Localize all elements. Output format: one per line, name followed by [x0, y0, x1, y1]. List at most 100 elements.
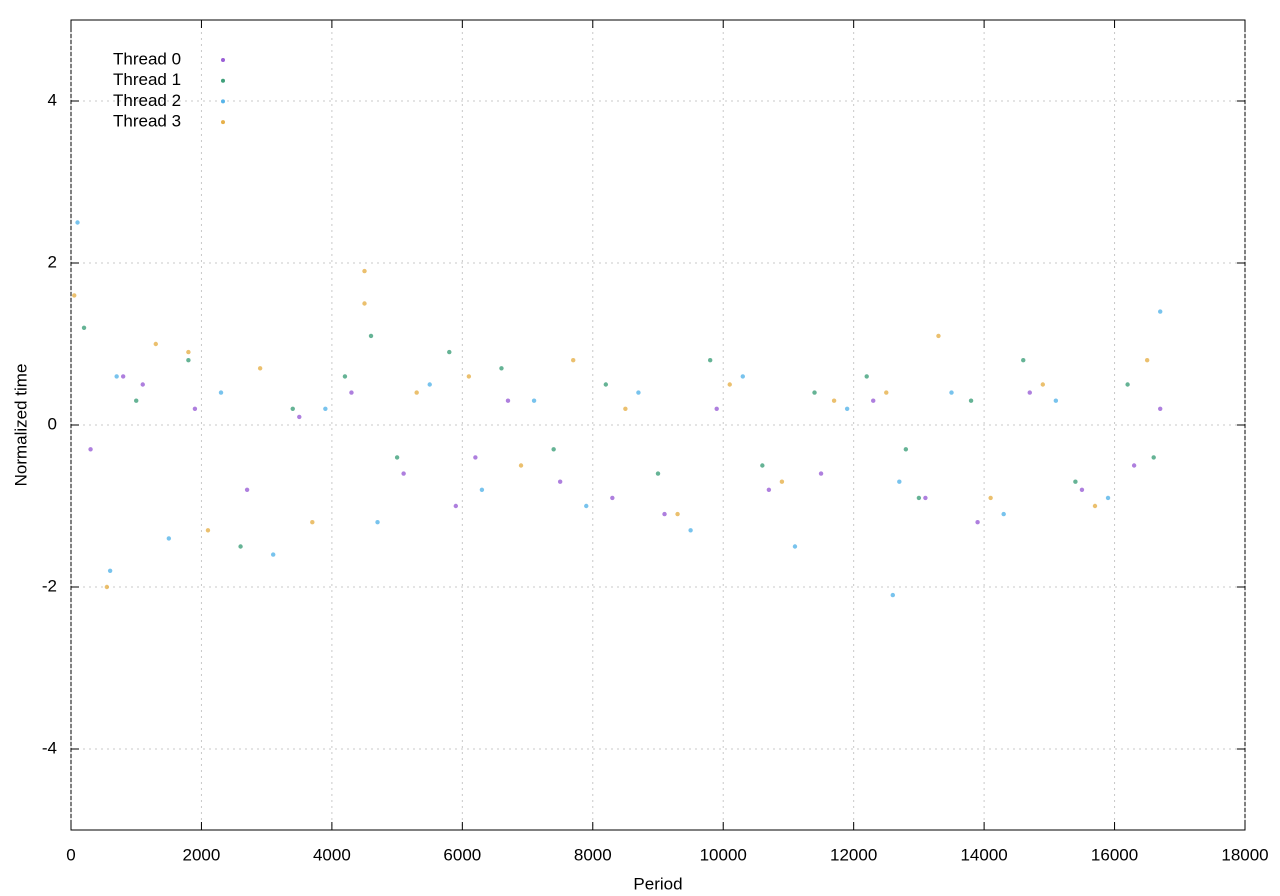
- point: [518, 463, 524, 468]
- x-tick-label: 10000: [700, 845, 747, 864]
- y-tick-label: -4: [42, 738, 57, 757]
- point: [368, 333, 374, 339]
- point: [473, 455, 478, 460]
- point: [205, 528, 211, 533]
- point: [871, 398, 876, 403]
- point: [427, 382, 432, 387]
- point: [134, 398, 139, 403]
- point: [401, 471, 406, 476]
- legend-label: Thread 1: [113, 70, 181, 89]
- legend-label: Thread 3: [113, 112, 181, 131]
- point: [603, 382, 609, 387]
- point: [166, 536, 172, 541]
- legend-label: Thread 0: [113, 49, 181, 68]
- point: [975, 520, 980, 525]
- point: [571, 358, 576, 363]
- legend-swatch: [221, 120, 225, 125]
- point: [107, 568, 113, 573]
- point: [897, 479, 902, 484]
- point: [636, 390, 641, 395]
- y-tick-label: 4: [48, 90, 57, 109]
- point: [655, 471, 661, 476]
- point: [290, 406, 295, 411]
- legend-swatch: [221, 78, 225, 83]
- point: [414, 390, 419, 395]
- legend-swatch: [221, 58, 225, 62]
- point: [831, 398, 837, 403]
- point: [394, 455, 400, 460]
- point: [812, 390, 817, 395]
- point: [675, 511, 680, 517]
- point: [584, 503, 589, 509]
- y-axis-label: Normalized time: [11, 364, 30, 487]
- x-tick-label: 12000: [830, 845, 877, 864]
- point: [818, 471, 824, 476]
- point: [740, 374, 745, 379]
- x-tick-label: 4000: [313, 845, 351, 864]
- point: [1001, 511, 1006, 517]
- point: [104, 584, 110, 590]
- point: [310, 520, 315, 525]
- point: [75, 220, 80, 225]
- legend-swatch: [221, 99, 225, 104]
- point: [936, 333, 941, 339]
- point: [297, 414, 302, 420]
- point: [792, 544, 798, 549]
- point: [968, 398, 974, 403]
- point: [72, 293, 77, 298]
- point: [760, 463, 765, 468]
- point: [186, 358, 191, 363]
- point: [988, 495, 993, 501]
- x-tick-label: 16000: [1091, 845, 1138, 864]
- point: [662, 511, 667, 517]
- point: [342, 374, 348, 379]
- point: [375, 520, 380, 525]
- point: [114, 374, 119, 379]
- x-tick-label: 8000: [574, 845, 612, 864]
- point: [244, 487, 250, 492]
- point: [1092, 503, 1098, 509]
- point: [844, 406, 850, 411]
- point: [1144, 358, 1150, 363]
- point: [453, 503, 459, 509]
- point: [1125, 382, 1130, 387]
- point: [1053, 398, 1059, 403]
- point: [884, 390, 889, 395]
- point: [362, 301, 367, 306]
- point: [557, 479, 563, 484]
- point: [923, 495, 928, 501]
- point: [1105, 495, 1111, 501]
- x-tick-label: 14000: [960, 845, 1007, 864]
- point: [1040, 382, 1046, 387]
- point: [903, 447, 909, 452]
- point: [1151, 455, 1156, 460]
- point: [610, 495, 615, 501]
- point: [1073, 479, 1078, 484]
- point: [864, 374, 869, 379]
- point: [727, 382, 732, 387]
- point: [916, 495, 922, 501]
- point: [466, 374, 472, 379]
- point: [707, 358, 713, 363]
- x-tick-label: 0: [66, 845, 75, 864]
- point: [949, 390, 954, 395]
- point: [238, 544, 243, 549]
- point: [257, 366, 263, 371]
- point: [551, 447, 556, 452]
- point: [1027, 390, 1032, 395]
- point: [362, 268, 367, 274]
- y-tick-label: 2: [48, 252, 57, 271]
- point: [1131, 463, 1137, 468]
- point: [505, 398, 511, 403]
- point: [270, 552, 276, 557]
- point: [766, 487, 772, 492]
- point: [688, 528, 693, 533]
- y-tick-label: -2: [42, 576, 57, 595]
- point: [120, 374, 126, 379]
- x-tick-label: 2000: [183, 845, 221, 864]
- point: [81, 325, 87, 330]
- point: [623, 406, 628, 411]
- x-tick-label: 6000: [443, 845, 481, 864]
- point: [447, 349, 452, 355]
